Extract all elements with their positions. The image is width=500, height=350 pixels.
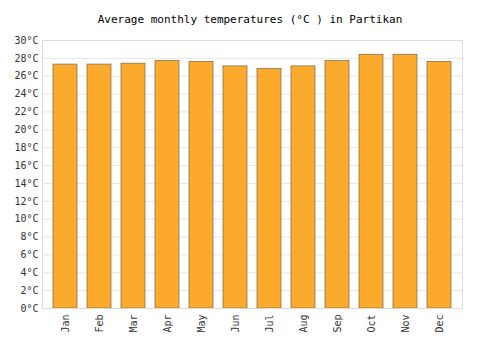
svg-text:24°C: 24°C	[14, 88, 38, 99]
svg-text:18°C: 18°C	[14, 142, 38, 153]
svg-text:14°C: 14°C	[14, 178, 38, 189]
svg-text:Sep: Sep	[332, 315, 343, 333]
svg-text:Oct: Oct	[366, 315, 377, 333]
svg-text:20°C: 20°C	[14, 124, 38, 135]
svg-text:Jun: Jun	[230, 315, 241, 333]
svg-text:10°C: 10°C	[14, 213, 38, 224]
svg-text:2°C: 2°C	[20, 285, 38, 296]
svg-text:Apr: Apr	[162, 315, 173, 333]
svg-text:8°C: 8°C	[20, 231, 38, 242]
svg-text:Jul: Jul	[264, 315, 275, 333]
svg-text:Dec: Dec	[434, 315, 445, 333]
svg-text:Feb: Feb	[94, 315, 105, 333]
svg-text:Jan: Jan	[60, 315, 71, 333]
svg-text:22°C: 22°C	[14, 106, 38, 117]
svg-text:Mar: Mar	[128, 315, 139, 333]
svg-text:30°C: 30°C	[14, 35, 38, 46]
svg-text:28°C: 28°C	[14, 53, 38, 64]
svg-text:12°C: 12°C	[14, 196, 38, 207]
svg-text:0°C: 0°C	[20, 303, 38, 314]
svg-text:Nov: Nov	[400, 315, 411, 333]
svg-text:6°C: 6°C	[20, 249, 38, 260]
svg-text:4°C: 4°C	[20, 267, 38, 278]
svg-text:16°C: 16°C	[14, 160, 38, 171]
svg-text:May: May	[196, 315, 207, 333]
svg-text:Aug: Aug	[298, 315, 309, 333]
svg-text:26°C: 26°C	[14, 70, 38, 81]
html-text:Average monthly temperatures (: Average monthly temperatures (°C ) in Pa…	[97, 13, 403, 26]
